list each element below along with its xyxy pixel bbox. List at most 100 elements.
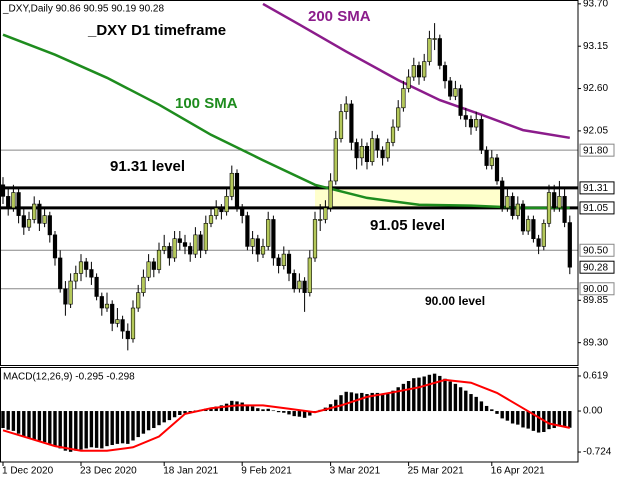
macd-bar [464, 390, 468, 412]
candle-body [442, 65, 448, 82]
candle-body [338, 111, 344, 139]
macd-panel [1, 373, 572, 452]
y-tick-label: 92.60 [583, 83, 608, 94]
macd-bar [531, 411, 536, 431]
y2-tick-label: 0.00 [583, 406, 603, 417]
candle-body [484, 149, 489, 166]
macd-bar [63, 411, 68, 451]
candle-body [26, 219, 32, 228]
level-label-box [579, 282, 615, 296]
macd-bar [105, 411, 109, 447]
annotation: 90.00 level [425, 294, 485, 308]
candle-body [432, 38, 437, 40]
candle-body [260, 246, 266, 255]
macd-bar [84, 411, 88, 449]
x-tick-label: 16 Apr 2021 [491, 466, 545, 477]
candle-body [510, 196, 515, 216]
sma-label: 100 SMA [175, 95, 238, 112]
candle-body [297, 280, 302, 290]
candle-body [562, 196, 567, 223]
last-price-box [579, 260, 615, 274]
macd-bar [22, 411, 26, 437]
macd-bar [302, 411, 307, 418]
macd-bar [391, 390, 395, 412]
candle-body [416, 65, 422, 78]
x-tick-label: 23 Dec 2020 [80, 466, 137, 477]
macd-bar [479, 401, 484, 412]
macd-bar [339, 395, 343, 412]
macd-bar [422, 376, 426, 412]
candle-body [47, 215, 52, 236]
macd-bar [568, 411, 572, 428]
macd-bar [401, 383, 406, 412]
macd-bar [219, 405, 224, 412]
candle-body [494, 157, 500, 182]
candle-body [250, 238, 255, 247]
annotation: _DXY D1 timeframe [87, 22, 226, 39]
candle-body [16, 192, 21, 216]
candle-body [557, 196, 562, 209]
x-tick-label: 3 Mar 2021 [330, 466, 381, 477]
y-tick-label: 89.30 [583, 337, 608, 348]
macd-bar [214, 406, 218, 412]
candle-body [266, 219, 271, 247]
macd-bar [282, 411, 286, 413]
candle-body [318, 219, 323, 221]
candle-body [89, 269, 94, 278]
candle-body [84, 261, 89, 270]
macd-bar [557, 411, 562, 427]
macd-bar [375, 392, 380, 412]
macd-bar [396, 387, 400, 412]
macd-bar [58, 411, 62, 449]
level-zone [315, 187, 503, 208]
macd-bar [74, 411, 78, 451]
candle-body [281, 253, 286, 266]
candle-body [364, 146, 370, 163]
candle-body [292, 273, 297, 290]
x-tick-label: 18 Jan 2021 [163, 466, 218, 477]
macd-bar [136, 411, 140, 438]
price-panel [0, 2, 578, 351]
macd-bar [458, 387, 463, 412]
candle-body [245, 215, 250, 247]
candle-body [32, 203, 37, 220]
candle-body [312, 219, 318, 259]
candle-body [193, 234, 198, 255]
candle-body [333, 138, 338, 182]
candle-body [141, 276, 146, 293]
macd-bar [292, 411, 296, 417]
macd-header: MACD(12,26,9) -0.295 -0.298 [3, 372, 135, 383]
candle-body [125, 330, 130, 340]
candle-body [390, 126, 396, 143]
macd-bar [536, 411, 541, 433]
candle-body [546, 192, 552, 224]
macd-frame [0, 367, 579, 463]
candle-body [198, 234, 203, 251]
candle-body [411, 65, 416, 78]
candle-body [271, 219, 276, 259]
candle-body [396, 107, 401, 128]
candle-body [463, 115, 468, 120]
y2-tick-label: 0.619 [583, 371, 608, 382]
candle-body [151, 261, 156, 270]
candle-body [110, 303, 115, 324]
candle-body [104, 303, 110, 309]
last-price-label: 90.28 [583, 262, 608, 273]
macd-bar [443, 378, 447, 412]
x-tick-label: 9 Feb 2021 [241, 466, 292, 477]
candle-body [73, 273, 78, 282]
macd-bar [276, 411, 281, 413]
candle-body [526, 219, 531, 232]
macd-bar [89, 411, 94, 448]
macd-bar [120, 411, 125, 444]
candle-body [58, 257, 63, 290]
candle-body [99, 296, 104, 309]
macd-bar [110, 411, 114, 446]
candle-body [375, 138, 380, 151]
y-tick-label: 89.85 [583, 295, 608, 306]
macd-bar [490, 409, 494, 412]
candle-body [52, 234, 58, 259]
candle-body [500, 180, 505, 209]
candle-body [453, 88, 458, 97]
candle-body [94, 276, 99, 297]
